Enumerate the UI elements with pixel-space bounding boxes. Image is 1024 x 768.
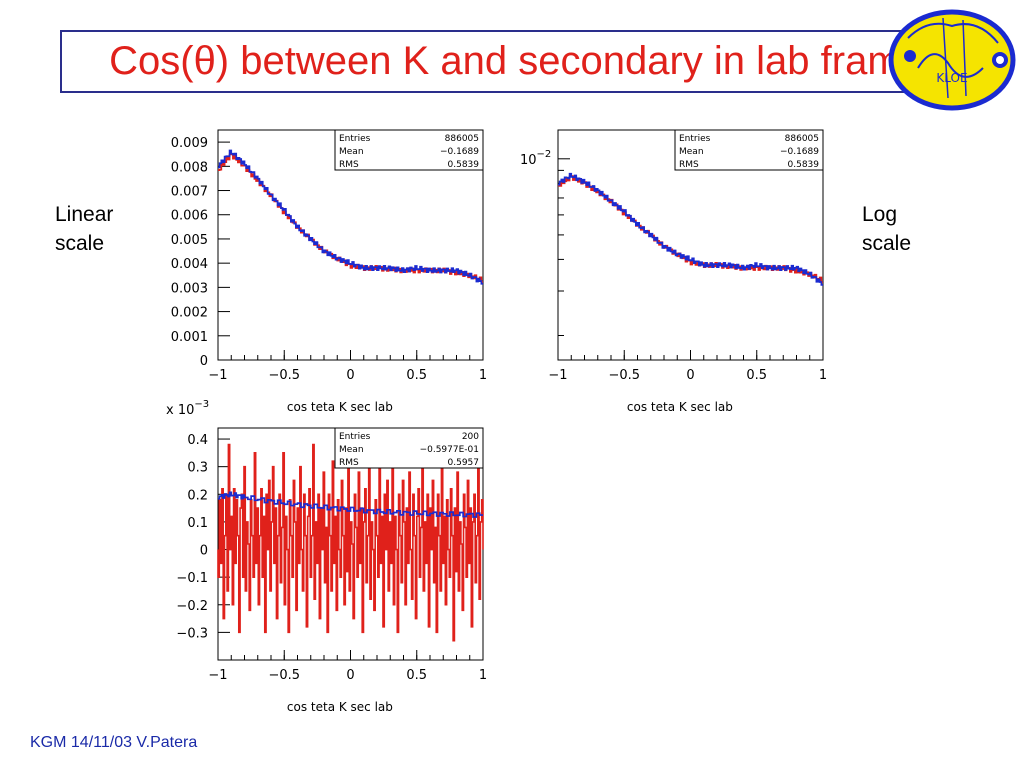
x-axis-label: cos teta K sec lab bbox=[627, 400, 733, 414]
x-tick-label: −0.5 bbox=[268, 368, 300, 383]
y-tick-label: 0.009 bbox=[171, 136, 208, 151]
x-tick-label: −1 bbox=[208, 668, 227, 683]
x-tick-label: 0.5 bbox=[406, 368, 427, 383]
y-tick-label: 0.001 bbox=[171, 330, 208, 345]
stats-key: Entries bbox=[339, 432, 371, 442]
series-1-histogram bbox=[218, 491, 483, 518]
stats-key: RMS bbox=[339, 458, 359, 468]
y-tick-label: 0.1 bbox=[187, 516, 208, 531]
y-tick-label: 0.4 bbox=[187, 433, 208, 448]
difference-histogram: −1 −0.5 0 0.5 1 −0.3 −0.2 −0.1 0 0.1 0.2 0.3 0.4 x 10… bbox=[166, 399, 487, 714]
x-tick-label: 1 bbox=[479, 668, 487, 683]
x-tick-label: −1 bbox=[208, 368, 227, 383]
linear-scale-label-line2: scale bbox=[55, 232, 105, 255]
logo-text: KLOE bbox=[936, 71, 967, 85]
x-axis-label: cos teta K sec lab bbox=[287, 700, 393, 714]
stats-value: 0.5957 bbox=[448, 458, 480, 468]
y-tick-label: 0 bbox=[200, 544, 208, 559]
y-tick-label: 0.003 bbox=[171, 281, 208, 296]
x-tick-label: 0 bbox=[686, 368, 694, 383]
y-tick-label: 0.006 bbox=[171, 209, 208, 224]
series-0-histogram bbox=[218, 153, 483, 283]
series-1-histogram bbox=[218, 149, 483, 285]
x-tick-label: 0.5 bbox=[746, 368, 767, 383]
y-tick-label: −0.1 bbox=[176, 571, 208, 586]
stats-value: −0.5977E-01 bbox=[420, 445, 479, 455]
log-scale-label: Log scale bbox=[862, 200, 911, 258]
log-histogram: −1 −0.5 0 0.5 1 10−2 cos teta K sec lab Entries… bbox=[520, 129, 827, 414]
log-scale-label-line2: scale bbox=[862, 232, 912, 255]
stats-box bbox=[334, 427, 484, 469]
y-tick-label: 0.002 bbox=[171, 306, 208, 321]
series-0-histogram bbox=[217, 443, 484, 642]
y-tick-label: 0.005 bbox=[171, 233, 208, 248]
y-exponent-label: x 10−3 bbox=[166, 399, 209, 418]
x-tick-label: 0 bbox=[346, 368, 354, 383]
linear-scale-label-line1: Linear bbox=[55, 203, 114, 226]
y-tick-label: 10−2 bbox=[520, 149, 551, 168]
stats-value: 0.5839 bbox=[448, 160, 480, 170]
linear-histogram: −1 −0.5 0 0.5 1 0 0.001 0.002 0.003 0.004 0.005 0.0… bbox=[171, 129, 487, 414]
stats-value: 0.5839 bbox=[788, 160, 820, 170]
stats-value: 886005 bbox=[445, 134, 479, 144]
x-tick-label: 1 bbox=[819, 368, 827, 383]
x-tick-label: −0.5 bbox=[608, 368, 640, 383]
x-tick-label: 0 bbox=[346, 668, 354, 683]
title-box: Cos(θ) between K and secondary in lab fr… bbox=[60, 30, 972, 93]
stats-value: −0.1689 bbox=[440, 147, 479, 157]
kloe-logo-icon: KLOE bbox=[888, 9, 1016, 111]
linear-scale-label: Linear scale bbox=[55, 200, 113, 258]
stats-key: Mean bbox=[679, 147, 704, 157]
y-tick-label: 0.004 bbox=[171, 257, 208, 272]
y-tick-label: 0.007 bbox=[171, 185, 208, 200]
x-tick-label: 0.5 bbox=[406, 668, 427, 683]
stats-value: 200 bbox=[462, 432, 479, 442]
stats-key: RMS bbox=[339, 160, 359, 170]
page-title: Cos(θ) between K and secondary in lab fr… bbox=[109, 39, 923, 83]
y-tick-label: 0.008 bbox=[171, 160, 208, 175]
x-axis-label: cos teta K sec lab bbox=[287, 400, 393, 414]
stats-key: RMS bbox=[679, 160, 699, 170]
log-scale-label-line1: Log bbox=[862, 203, 898, 226]
x-tick-label: −0.5 bbox=[268, 668, 300, 683]
footer-credit: KGM 14/11/03 V.Patera bbox=[30, 734, 198, 751]
stats-value: −0.1689 bbox=[780, 147, 819, 157]
y-tick-label: −0.3 bbox=[176, 626, 208, 641]
stats-key: Entries bbox=[339, 134, 371, 144]
stats-key: Mean bbox=[339, 445, 364, 455]
y-tick-label: 0 bbox=[200, 354, 208, 369]
stats-value: 886005 bbox=[785, 134, 819, 144]
y-tick-label: 0.3 bbox=[187, 461, 208, 476]
y-tick-label: −0.2 bbox=[176, 599, 208, 614]
stats-box bbox=[674, 129, 824, 171]
stats-key: Mean bbox=[339, 147, 364, 157]
x-tick-label: −1 bbox=[548, 368, 567, 383]
series-1-histogram bbox=[558, 172, 823, 286]
stats-key: Entries bbox=[679, 134, 711, 144]
stats-box bbox=[334, 129, 484, 171]
y-tick-label: 0.2 bbox=[187, 488, 208, 503]
x-tick-label: 1 bbox=[479, 368, 487, 383]
